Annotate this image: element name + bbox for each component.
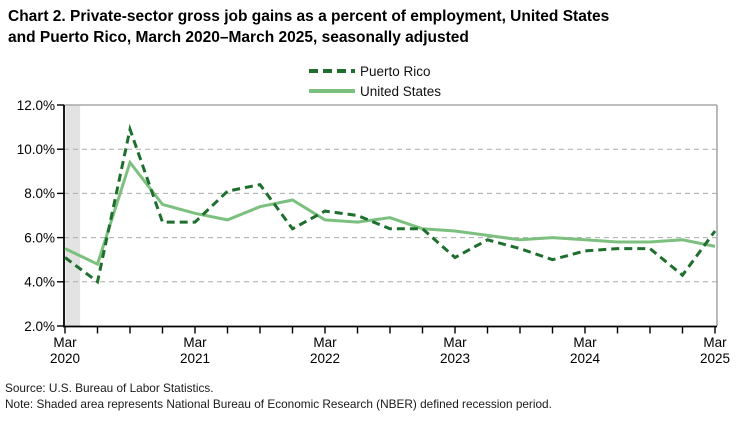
x-tick-label-year: 2024 <box>570 351 601 366</box>
gridlines <box>64 148 717 283</box>
x-axis-ticks: Mar2020Mar2021Mar2022Mar2023Mar2024Mar20… <box>50 327 730 366</box>
legend-item-puerto-rico: Puerto Rico <box>309 61 441 81</box>
chart-title: Chart 2. Private-sector gross job gains … <box>8 6 744 48</box>
y-tick-label: 8.0% <box>24 186 55 201</box>
chart-title-line2: and Puerto Rico, March 2020–March 2025, … <box>8 29 469 46</box>
series-united-states <box>64 159 716 267</box>
y-tick-label: 6.0% <box>24 230 55 245</box>
y-axis-ticks: 12.0% 10.0% 8.0% 6.0% 4.0% 2.0% <box>17 98 64 334</box>
recession-band <box>65 105 81 326</box>
shaded-area-note: Note: Shaded area represents National Bu… <box>5 396 552 411</box>
chart-title-line1: Chart 2. Private-sector gross job gains … <box>8 8 610 25</box>
x-tick-label-month: Mar <box>53 335 77 350</box>
x-tick-label-month: Mar <box>573 335 597 350</box>
legend: Puerto Rico United States <box>309 61 441 101</box>
x-tick-label-year: 2023 <box>440 351 470 366</box>
x-tick-label-month: Mar <box>443 335 467 350</box>
y-tick-label: 2.0% <box>24 319 55 334</box>
legend-item-united-states: United States <box>309 81 441 101</box>
legend-label-united-states: United States <box>360 83 442 99</box>
footnotes: Source: U.S. Bureau of Labor Statistics.… <box>5 381 750 412</box>
legend-dashed-line-icon <box>309 69 355 73</box>
series-puerto-rico <box>64 123 717 285</box>
y-tick-label: 10.0% <box>17 142 55 157</box>
y-tick-label: 12.0% <box>17 98 55 113</box>
x-tick-label-year: 2021 <box>180 351 210 366</box>
legend-label-puerto-rico: Puerto Rico <box>360 63 431 79</box>
y-tick-label: 4.0% <box>24 275 55 290</box>
source-note: Source: U.S. Bureau of Labor Statistics. <box>5 381 214 395</box>
axes <box>63 105 717 328</box>
x-tick-label-year: 2020 <box>50 351 80 366</box>
plot-frame <box>64 104 718 326</box>
x-tick-label-month: Mar <box>703 335 727 350</box>
x-tick-label-month: Mar <box>313 335 337 350</box>
x-tick-label-month: Mar <box>183 335 207 350</box>
x-tick-label-year: 2025 <box>700 351 730 366</box>
legend-solid-line-icon <box>309 89 355 93</box>
x-tick-label-year: 2022 <box>310 351 340 366</box>
